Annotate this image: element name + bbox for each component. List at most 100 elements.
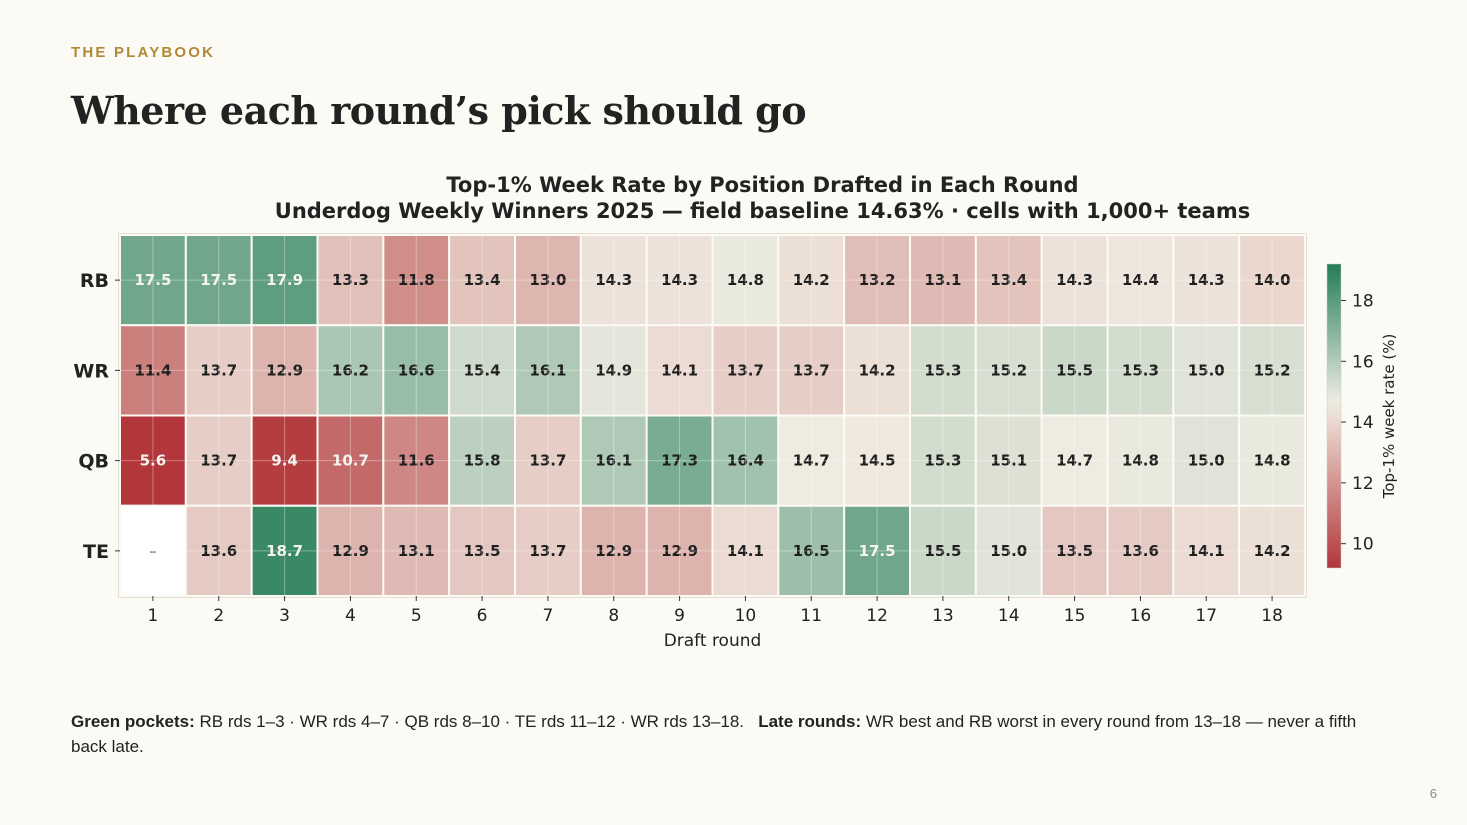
cell-value-label: 13.4 bbox=[464, 271, 501, 289]
y-tick-label: QB bbox=[78, 451, 109, 473]
x-tick-label: 7 bbox=[543, 606, 554, 626]
heatmap-cell bbox=[1106, 324, 1175, 417]
heatmap-cell bbox=[250, 324, 319, 417]
heatmap-cell bbox=[1106, 504, 1175, 597]
chart-title: Top-1% Week Rate by Position Drafted in … bbox=[446, 173, 1078, 197]
colorbar-label: Top-1% week rate (%) bbox=[1380, 334, 1398, 500]
heatmap-cell bbox=[316, 234, 385, 327]
heatmap-cell bbox=[448, 324, 516, 417]
heatmap-cell bbox=[448, 234, 516, 327]
heatmap-cell bbox=[1238, 504, 1306, 597]
x-tick-label: 10 bbox=[735, 606, 757, 626]
heatmap-cell bbox=[579, 414, 648, 507]
heatmap-cell bbox=[909, 234, 977, 327]
cell-value-label: 13.7 bbox=[727, 361, 764, 379]
cell-value-label: 14.1 bbox=[1188, 542, 1225, 560]
page-number: 6 bbox=[1429, 786, 1437, 801]
cell-value-label: 14.7 bbox=[1056, 452, 1093, 470]
colorbar-tick-label: 12 bbox=[1352, 474, 1374, 494]
cell-value-label: 14.3 bbox=[595, 271, 632, 289]
cell-value-label: 13.7 bbox=[793, 361, 830, 379]
x-tick-label: 8 bbox=[608, 606, 619, 626]
cell-value-label: 15.0 bbox=[990, 542, 1027, 560]
cell-value-label: 14.9 bbox=[595, 361, 632, 379]
cell-value-label: 14.4 bbox=[1122, 271, 1159, 289]
chart-subtitle: Underdog Weekly Winners 2025 — field bas… bbox=[275, 199, 1250, 223]
x-tick-label: 12 bbox=[866, 606, 888, 626]
cell-value-label: 17.5 bbox=[134, 271, 171, 289]
heatmap-cell bbox=[1238, 414, 1306, 507]
late-rounds-text: WR best and RB worst in every round from… bbox=[71, 712, 1357, 756]
cell-value-label: 13.2 bbox=[859, 271, 896, 289]
heatmap-cell bbox=[316, 414, 385, 507]
heatmap-cell bbox=[777, 504, 846, 597]
cell-value-label: 13.6 bbox=[1122, 542, 1159, 560]
x-tick-label: 17 bbox=[1195, 606, 1217, 626]
heatmap-cell bbox=[514, 324, 582, 417]
colorbar-tick-label: 14 bbox=[1352, 413, 1374, 433]
cell-value-label: 15.8 bbox=[464, 452, 501, 470]
heatmap-cell bbox=[1106, 414, 1175, 507]
cell-value-label: 14.5 bbox=[859, 452, 896, 470]
cell-value-label: 13.3 bbox=[332, 271, 369, 289]
heatmap-cell bbox=[250, 504, 319, 597]
x-tick-label: 9 bbox=[674, 606, 685, 626]
heatmap-cell bbox=[711, 414, 780, 507]
x-tick-label: 14 bbox=[998, 606, 1020, 626]
cell-value-label: 15.1 bbox=[990, 452, 1027, 470]
cell-value-label: 13.7 bbox=[200, 361, 237, 379]
heatmap-cell bbox=[843, 414, 912, 507]
cell-value-label: 13.5 bbox=[464, 542, 501, 560]
heatmap-cell bbox=[514, 414, 582, 507]
heatmap-cell bbox=[119, 414, 187, 507]
heatmap-cell bbox=[514, 504, 582, 597]
y-tick-label: TE bbox=[83, 541, 109, 563]
cell-value-label: 15.4 bbox=[464, 361, 501, 379]
cell-value-label: 14.8 bbox=[1254, 452, 1291, 470]
heatmap-cell bbox=[316, 504, 385, 597]
heatmap-cell bbox=[645, 324, 714, 417]
cell-value-label: 16.2 bbox=[332, 361, 369, 379]
x-tick-label: 16 bbox=[1130, 606, 1152, 626]
cell-value-label: 15.3 bbox=[924, 361, 961, 379]
heatmap-cell bbox=[448, 504, 516, 597]
cell-value-label: – bbox=[149, 542, 157, 560]
cell-value-label: 14.3 bbox=[1188, 271, 1225, 289]
heatmap-cell bbox=[184, 414, 253, 507]
x-tick-label: 18 bbox=[1261, 606, 1283, 626]
cell-value-label: 14.2 bbox=[793, 271, 830, 289]
cell-value-label: 14.0 bbox=[1254, 271, 1291, 289]
x-tick-label: 1 bbox=[148, 606, 159, 626]
heatmap-cell bbox=[1040, 324, 1109, 417]
cell-value-label: 15.0 bbox=[1188, 361, 1225, 379]
cell-value-label: 15.3 bbox=[1122, 361, 1159, 379]
cell-value-label: 14.1 bbox=[661, 361, 698, 379]
heatmap-cell bbox=[382, 414, 451, 507]
heatmap-cell bbox=[514, 234, 582, 327]
cell-value-label: 14.1 bbox=[727, 542, 764, 560]
cell-value-label: 11.8 bbox=[398, 271, 435, 289]
cell-value-label: 13.5 bbox=[1056, 542, 1093, 560]
cell-value-label: 14.8 bbox=[1122, 452, 1159, 470]
cell-value-label: 13.6 bbox=[200, 542, 237, 560]
cell-value-label: 16.1 bbox=[529, 361, 566, 379]
colorbar-tick-label: 18 bbox=[1352, 291, 1374, 311]
page-title: Where each round’s pick should go bbox=[71, 88, 807, 133]
x-tick-label: 11 bbox=[800, 606, 822, 626]
x-axis-label: Draft round bbox=[664, 631, 762, 651]
green-pockets-text: RB rds 1–3 · WR rds 4–7 · QB rds 8–10 · … bbox=[194, 712, 745, 731]
cell-value-label: 16.5 bbox=[793, 542, 830, 560]
green-pockets-label: Green pockets: bbox=[71, 712, 195, 731]
y-tick-label: WR bbox=[73, 360, 109, 382]
cell-value-label: 13.7 bbox=[529, 542, 566, 560]
cell-value-label: 14.2 bbox=[859, 361, 896, 379]
cell-value-label: 11.6 bbox=[398, 452, 435, 470]
heatmap-cell bbox=[1238, 234, 1306, 327]
cell-value-label: 15.5 bbox=[924, 542, 961, 560]
cell-value-label: 10.7 bbox=[332, 452, 369, 470]
cell-value-label: 16.4 bbox=[727, 452, 764, 470]
cell-value-label: 13.7 bbox=[529, 452, 566, 470]
colorbar-tick-label: 10 bbox=[1352, 535, 1374, 555]
cell-value-label: 17.5 bbox=[859, 542, 896, 560]
